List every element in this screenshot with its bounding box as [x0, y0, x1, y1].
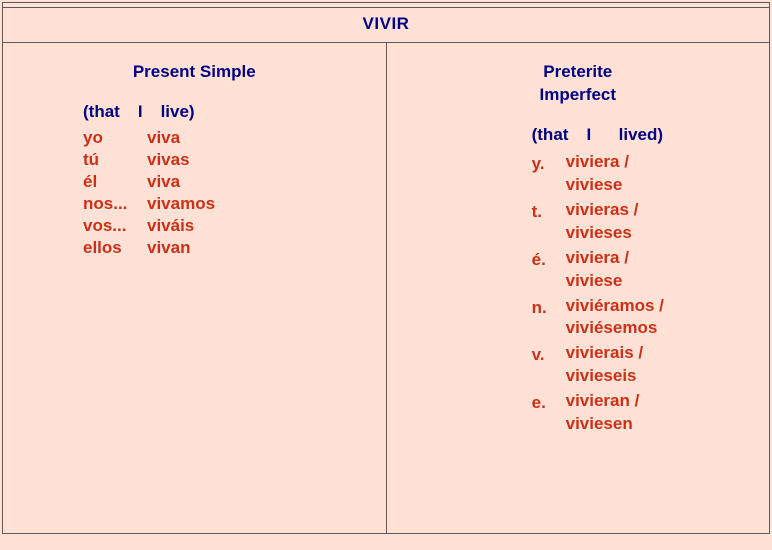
pronoun: él [83, 172, 147, 192]
verb-form: vivieras / vivieses [566, 199, 639, 245]
pronoun: y. [532, 151, 566, 174]
table-row: yo viva [83, 128, 376, 148]
verb-form: vivamos [147, 194, 215, 214]
verb-form: viva [147, 172, 180, 192]
gloss-open: (that [83, 102, 120, 121]
conjugation-table: VIVIR Present Simple (that Ilive) yo viva… [2, 2, 770, 534]
preterite-body: (that I lived) y. viviera / viviese t. [397, 107, 760, 438]
table-row: vos... viváis [83, 216, 376, 236]
pronoun: v. [532, 342, 566, 365]
pronoun: é. [532, 247, 566, 270]
gloss-subj: I [138, 102, 143, 121]
preterite-conjugations: y. viviera / viviese t. vivieras / vivie… [532, 151, 664, 436]
table-row: é. viviera / viviese [532, 247, 664, 293]
verb-header: VIVIR [3, 8, 769, 43]
title-line1: Preterite [543, 62, 612, 81]
gloss-subj: I [586, 125, 591, 144]
table-row: n. viviéramos / viviésemos [532, 295, 664, 341]
table-row: y. viviera / viviese [532, 151, 664, 197]
table-row: v. vivierais / vivieseis [532, 342, 664, 388]
verb-form: viviéramos / viviésemos [566, 295, 664, 341]
preterite-imperfect-column: Preterite Imperfect (that I lived) y. viv… [387, 43, 770, 533]
gloss-verb: lived) [619, 125, 663, 144]
preterite-gloss: (that I lived) [532, 125, 664, 145]
table-row: e. vivieran / viviesen [532, 390, 664, 436]
verb-form: vivieran / viviesen [566, 390, 640, 436]
title-line2: Imperfect [539, 85, 616, 104]
verb-form: vivierais / vivieseis [566, 342, 644, 388]
pronoun: n. [532, 295, 566, 318]
present-simple-title: Present Simple [13, 61, 376, 84]
verb-form: viviera / viviese [566, 247, 629, 293]
present-conjugations: yo viva tú vivas él viva nos... vivamos [83, 128, 376, 258]
verb-form: viviera / viviese [566, 151, 629, 197]
pronoun: vos... [83, 216, 147, 236]
table-row: tú vivas [83, 150, 376, 170]
gloss-verb: live) [161, 102, 195, 121]
gloss-open: (that [532, 125, 569, 144]
pronoun: tú [83, 150, 147, 170]
verb-form: vivas [147, 150, 190, 170]
verb-title: VIVIR [363, 14, 410, 33]
table-row: ellos vivan [83, 238, 376, 258]
pronoun: nos... [83, 194, 147, 214]
verb-form: viva [147, 128, 180, 148]
pronoun: ellos [83, 238, 147, 258]
pronoun: e. [532, 390, 566, 413]
columns-wrapper: Present Simple (that Ilive) yo viva tú vi… [3, 43, 769, 533]
preterite-imperfect-title: Preterite Imperfect [397, 61, 760, 107]
table-row: t. vivieras / vivieses [532, 199, 664, 245]
verb-form: vivan [147, 238, 190, 258]
verb-form: viváis [147, 216, 194, 236]
present-simple-column: Present Simple (that Ilive) yo viva tú vi… [3, 43, 387, 533]
table-row: nos... vivamos [83, 194, 376, 214]
present-simple-body: (that Ilive) yo viva tú vivas él viva [83, 102, 376, 258]
table-row: él viva [83, 172, 376, 192]
present-gloss: (that Ilive) [83, 102, 376, 122]
pronoun: t. [532, 199, 566, 222]
pronoun: yo [83, 128, 147, 148]
